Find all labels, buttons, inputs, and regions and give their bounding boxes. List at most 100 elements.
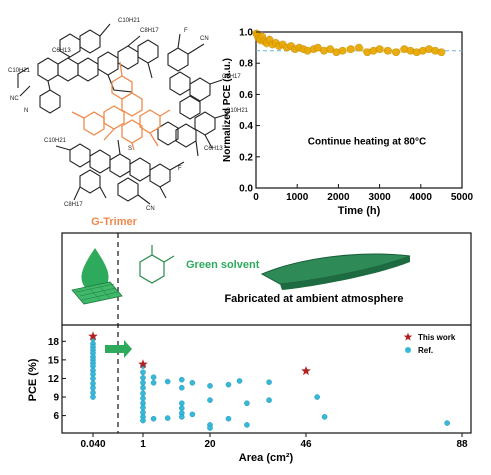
green-arrow-icon <box>105 340 132 358</box>
ref-point <box>150 374 157 381</box>
stability-y-tick-label: 0.4 <box>239 121 253 132</box>
stability-point <box>383 46 392 55</box>
label-c8h17-3: C8H17 <box>64 202 83 208</box>
area-y-tick-label: 12 <box>48 374 60 385</box>
area-x-tick-label: 0.040 <box>80 439 105 450</box>
stability-plot-frame <box>255 31 463 189</box>
legend-ref-icon <box>405 347 411 353</box>
stability-point <box>313 43 322 52</box>
ref-point <box>178 384 185 391</box>
ref-point <box>90 384 96 391</box>
stability-point <box>355 43 363 52</box>
area-x-axis-label: Area (cm²) <box>239 452 294 464</box>
ref-point <box>266 397 272 403</box>
legend-this-work: This work <box>418 333 456 342</box>
stability-x-tick-label: 1000 <box>286 192 309 203</box>
legend-ref: Ref. <box>418 346 433 355</box>
ref-point <box>140 404 146 411</box>
ref-point <box>244 400 250 407</box>
area-chart: 0.040 1 20 46 88 6 9 12 15 18 Area (cm²) PCE (%)… <box>27 331 468 464</box>
area-x-tick-label: 1 <box>140 439 146 450</box>
this-work-star <box>301 366 311 376</box>
molecule-wing-right <box>157 33 229 157</box>
ref-point <box>164 415 171 421</box>
label-cn-2: CN <box>146 206 155 212</box>
label-c8h17-1: C8H17 <box>140 28 159 34</box>
panel-b-frame <box>61 232 472 434</box>
stability-y-tick-label: 0.6 <box>239 90 253 101</box>
droplet-illustration <box>71 248 123 305</box>
stability-chart: 0 1000 2000 3000 4000 5000 0.0 0.2 0.4 0.6 0.8 1.0… <box>222 28 474 218</box>
ref-point <box>90 394 96 400</box>
ref-point <box>207 383 213 389</box>
molecule-wing-bottom <box>55 139 185 205</box>
ref-point <box>140 395 146 402</box>
label-f-1: F <box>184 28 188 34</box>
label-c10h21-4: C10H21 <box>44 138 67 144</box>
toluene-structure-icon <box>139 245 175 284</box>
ref-point <box>140 384 146 391</box>
this-work-star <box>138 359 148 369</box>
label-c10h21-2: C10H21 <box>8 68 31 74</box>
ref-point <box>140 375 146 381</box>
ref-point <box>189 379 196 386</box>
ref-point <box>90 375 96 382</box>
stability-y-axis-label: Normalized PCE (a.u.) <box>222 58 233 162</box>
film-substrate-icon <box>71 281 123 305</box>
stability-point <box>326 45 335 54</box>
green-solvent-label: Green solvent <box>186 259 260 271</box>
ref-point <box>140 369 146 376</box>
area-y-tick-label: 15 <box>48 355 60 366</box>
ref-point <box>244 422 250 428</box>
ref-point <box>178 405 185 411</box>
area-y-tick-label: 9 <box>53 393 59 404</box>
stability-point <box>338 46 347 55</box>
ref-point <box>140 390 146 397</box>
ref-point <box>140 379 146 386</box>
fabricated-label: Fabricated at ambient atmosphere <box>224 293 403 305</box>
label-c8h17-2: C8H17 <box>222 74 241 80</box>
area-y-axis-label: PCE (%) <box>27 358 39 401</box>
molecule-atom-labels: C10H21 C8H17 C10H21 NC C6H13 CN F C8H17 … <box>8 18 249 212</box>
label-c6h13-2: C6H13 <box>204 146 223 152</box>
stability-y-tick-label: 1.0 <box>239 28 253 39</box>
ref-point <box>178 376 185 383</box>
ref-point <box>178 400 185 407</box>
stability-y-tick-label: 0.2 <box>239 152 253 163</box>
label-c6h13-1: C6H13 <box>52 48 71 54</box>
stability-y-tick-label: 0.0 <box>239 184 253 195</box>
label-cn-1: CN <box>200 36 209 42</box>
stability-x-ticks: 0 1000 2000 3000 4000 5000 <box>253 184 474 203</box>
ref-point <box>207 397 213 403</box>
stability-x-tick-label: 0 <box>253 192 259 203</box>
ref-point <box>178 414 185 420</box>
ref-point <box>150 415 157 422</box>
green-droplet-icon <box>81 248 109 292</box>
label-f-2: F <box>178 166 182 172</box>
ref-point <box>150 379 157 386</box>
ref-point <box>225 415 232 422</box>
area-x-tick-label: 20 <box>204 439 216 450</box>
label-c10h21-3: C10H21 <box>226 108 249 114</box>
stability-x-tick-label: 4000 <box>410 192 433 203</box>
g-trimer-structure: C10H21 C8H17 C10H21 NC C6H13 CN F C8H17 … <box>8 18 249 228</box>
ref-point <box>164 378 171 385</box>
area-x-tick-label: 46 <box>300 439 312 450</box>
stability-point <box>392 48 400 57</box>
area-legend: This work Ref. <box>403 332 456 355</box>
stability-point <box>437 48 446 57</box>
stability-y-tick-label: 0.8 <box>239 59 253 70</box>
ref-point <box>189 411 196 418</box>
ref-point <box>444 420 450 426</box>
stability-point <box>375 45 384 54</box>
area-y-tick-label: 18 <box>48 337 60 348</box>
legend-star-icon <box>403 332 413 341</box>
label-n-1: N <box>24 108 28 114</box>
stability-x-tick-label: 3000 <box>368 192 391 203</box>
label-nc-1: NC <box>10 96 19 102</box>
ref-point <box>266 379 272 385</box>
ref-point <box>314 394 320 400</box>
ref-point <box>140 417 146 424</box>
area-x-ticks: 0.040 1 20 46 88 <box>80 433 468 450</box>
